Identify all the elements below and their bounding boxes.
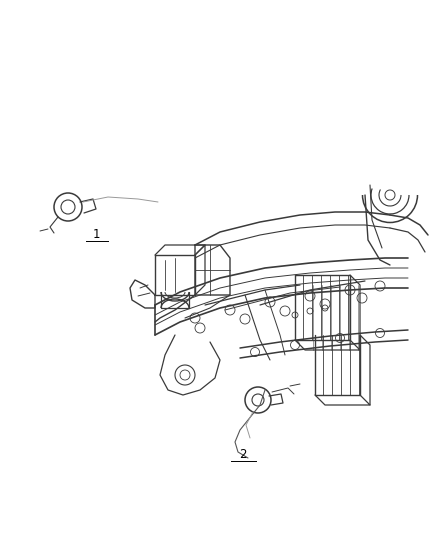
Text: 1: 1 [92,229,100,241]
Text: 2: 2 [239,448,247,462]
